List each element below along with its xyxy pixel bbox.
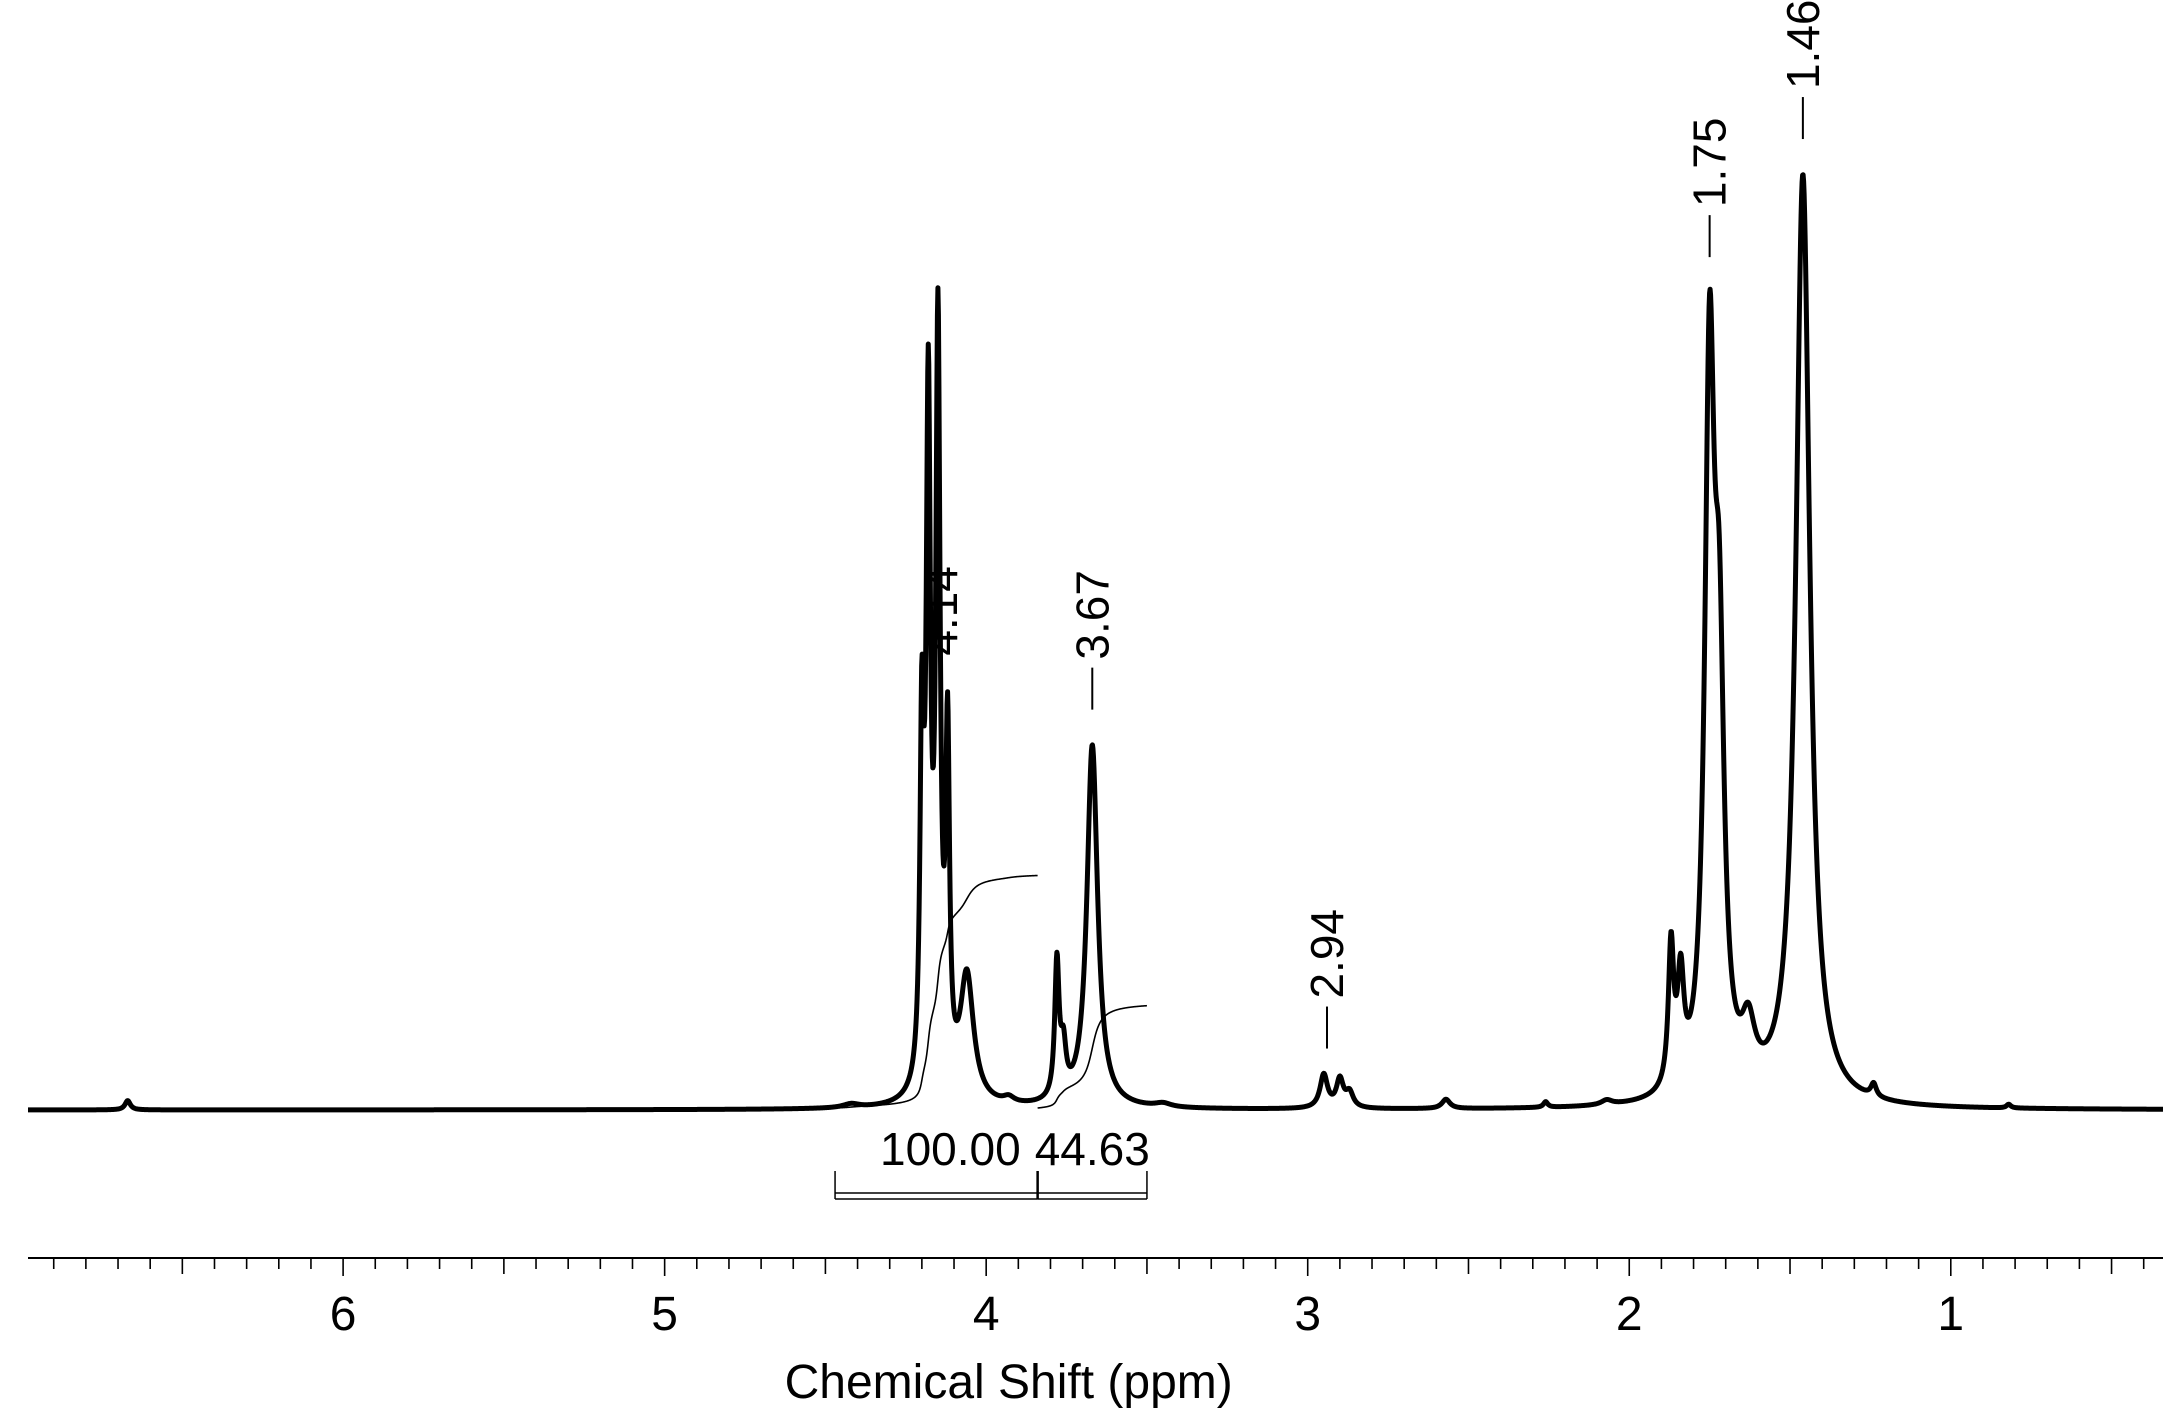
peak-label: 4.14: [915, 566, 967, 656]
integral-curve: [1037, 1004, 1148, 1109]
integral-value: 44.63: [1035, 1123, 1150, 1175]
peak-labels: 4.14 3.67 2.94 1.75 1.46: [915, 0, 1829, 1049]
integral-brackets: 100.00 44.63: [834, 1123, 1150, 1200]
peak-label: 3.67: [1066, 570, 1118, 660]
peak-label: 2.94: [1301, 909, 1353, 999]
peak-label: 1.46: [1777, 0, 1829, 89]
x-axis: 6 5 4 3 2 1: [28, 1257, 2163, 1341]
x-tick-label: 3: [1294, 1288, 1321, 1341]
x-tick-label: 4: [973, 1288, 1000, 1341]
x-axis-title: Chemical Shift (ppm): [785, 1356, 1233, 1409]
integral-value: 100.00: [880, 1123, 1021, 1175]
x-tick-label: 2: [1616, 1288, 1643, 1341]
x-tick-label: 6: [330, 1288, 357, 1341]
peak-label: 1.75: [1684, 118, 1736, 208]
integral-curve: [835, 874, 1038, 1109]
spectrum-trace: [26, 172, 2165, 1113]
x-tick-label: 1: [1937, 1288, 1964, 1341]
x-tick-label: 5: [651, 1288, 678, 1341]
